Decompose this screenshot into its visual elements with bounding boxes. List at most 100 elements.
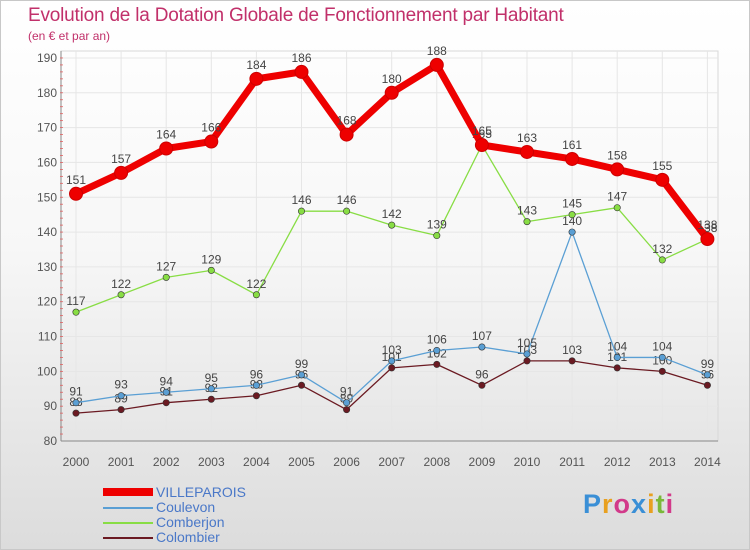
data-label-comberjon: 129 — [201, 252, 221, 266]
data-label-comberjon: 145 — [562, 197, 582, 211]
data-label-coulevon: 140 — [562, 214, 582, 228]
data-point-colombier — [162, 399, 170, 407]
y-tick-label: 170 — [37, 121, 57, 135]
data-point-coulevon — [72, 399, 80, 407]
data-label-comberjon: 122 — [111, 277, 131, 291]
y-tick-label: 80 — [44, 434, 58, 448]
legend-label-coulevon: Coulevon — [156, 499, 216, 515]
data-label-comberjon: 132 — [652, 242, 672, 256]
x-tick-label: 2001 — [108, 455, 135, 469]
legend-label-villeparois: VILLEPAROIS — [156, 484, 247, 500]
data-point-villeparois — [610, 162, 625, 177]
data-label-coulevon: 106 — [427, 332, 447, 346]
data-label-comberjon: 142 — [382, 207, 402, 221]
data-point-comberjon — [207, 266, 215, 274]
data-point-colombier — [478, 381, 486, 389]
data-point-colombier — [523, 357, 531, 365]
data-label-villeparois: 155 — [652, 159, 672, 173]
data-point-colombier — [117, 406, 125, 414]
data-label-comberjon: 146 — [337, 193, 357, 207]
data-point-villeparois — [339, 127, 354, 142]
data-point-coulevon — [658, 353, 666, 361]
x-tick-label: 2004 — [243, 455, 270, 469]
data-point-comberjon — [117, 291, 125, 299]
x-tick-label: 2007 — [378, 455, 405, 469]
data-point-coulevon — [613, 353, 621, 361]
data-point-villeparois — [294, 64, 309, 79]
data-label-comberjon: 127 — [156, 259, 176, 273]
data-point-coulevon — [388, 357, 396, 365]
logo-letter: i — [665, 489, 675, 519]
chart-title: Evolution de la Dotation Globale de Fonc… — [28, 5, 564, 26]
x-tick-label: 2013 — [649, 455, 676, 469]
data-point-villeparois — [114, 165, 129, 180]
data-point-villeparois — [565, 151, 580, 166]
data-label-coulevon: 104 — [607, 339, 627, 353]
chart-legend: VILLEPAROIS Coulevon Comberjon Colombier — [103, 485, 343, 545]
data-label-coulevon: 99 — [701, 357, 715, 371]
data-point-comberjon — [433, 232, 441, 240]
data-label-villeparois: 158 — [607, 148, 627, 162]
logo-letter: o — [613, 489, 632, 519]
data-label-comberjon: 147 — [607, 190, 627, 204]
logo-letter: x — [631, 489, 648, 519]
data-point-colombier — [703, 381, 711, 389]
x-tick-label: 2014 — [694, 455, 721, 469]
data-label-coulevon: 99 — [295, 357, 309, 371]
legend-item-colombier[interactable]: Colombier — [103, 530, 343, 545]
legend-swatch-colombier — [103, 537, 153, 539]
data-label-villeparois: 165 — [472, 124, 492, 138]
x-tick-label: 2002 — [153, 455, 180, 469]
data-label-villeparois: 164 — [156, 128, 176, 142]
data-point-colombier — [343, 406, 351, 414]
data-point-coulevon — [703, 371, 711, 379]
data-label-comberjon: 146 — [291, 193, 311, 207]
data-point-villeparois — [159, 141, 174, 156]
data-point-villeparois — [249, 71, 264, 86]
data-label-villeparois: 157 — [111, 152, 131, 166]
data-label-colombier: 96 — [475, 367, 489, 381]
y-tick-label: 130 — [37, 260, 57, 274]
legend-item-coulevon[interactable]: Coulevon — [103, 500, 343, 515]
data-point-colombier — [297, 381, 305, 389]
data-point-colombier — [568, 357, 576, 365]
x-tick-label: 2012 — [604, 455, 631, 469]
data-label-villeparois: 166 — [201, 121, 221, 135]
logo-letter: i — [647, 489, 656, 519]
data-point-comberjon — [388, 221, 396, 229]
data-point-villeparois — [520, 144, 534, 159]
x-tick-label: 2000 — [63, 455, 90, 469]
data-label-villeparois: 138 — [697, 218, 717, 232]
data-label-villeparois: 184 — [246, 58, 266, 72]
legend-item-comberjon[interactable]: Comberjon — [103, 515, 343, 530]
data-label-comberjon: 122 — [246, 277, 266, 291]
legend-item-villeparois[interactable]: VILLEPAROIS — [103, 485, 343, 500]
y-tick-label: 120 — [37, 295, 57, 309]
data-point-comberjon — [162, 273, 170, 281]
x-tick-label: 2010 — [514, 455, 541, 469]
logo-letter: t — [655, 489, 666, 519]
data-label-comberjon: 117 — [66, 294, 85, 308]
data-point-villeparois — [69, 186, 83, 201]
proxiti-logo: Proxiti — [583, 489, 674, 520]
x-tick-label: 2003 — [198, 455, 225, 469]
data-label-villeparois: 186 — [291, 51, 311, 65]
logo-letter: r — [602, 489, 614, 519]
data-point-villeparois — [655, 172, 670, 187]
data-point-coulevon — [297, 371, 305, 379]
data-label-coulevon: 93 — [114, 378, 128, 392]
legend-swatch-coulevon — [103, 507, 153, 509]
data-point-colombier — [613, 364, 621, 372]
data-label-villeparois: 161 — [562, 138, 582, 152]
data-point-coulevon — [162, 388, 170, 396]
x-tick-label: 2011 — [559, 455, 585, 469]
data-point-villeparois — [429, 57, 444, 72]
data-point-villeparois — [204, 134, 219, 149]
data-point-coulevon — [433, 346, 441, 354]
data-label-villeparois: 151 — [66, 173, 86, 187]
data-point-comberjon — [523, 218, 531, 226]
data-point-comberjon — [343, 207, 351, 215]
y-tick-label: 140 — [37, 225, 57, 239]
